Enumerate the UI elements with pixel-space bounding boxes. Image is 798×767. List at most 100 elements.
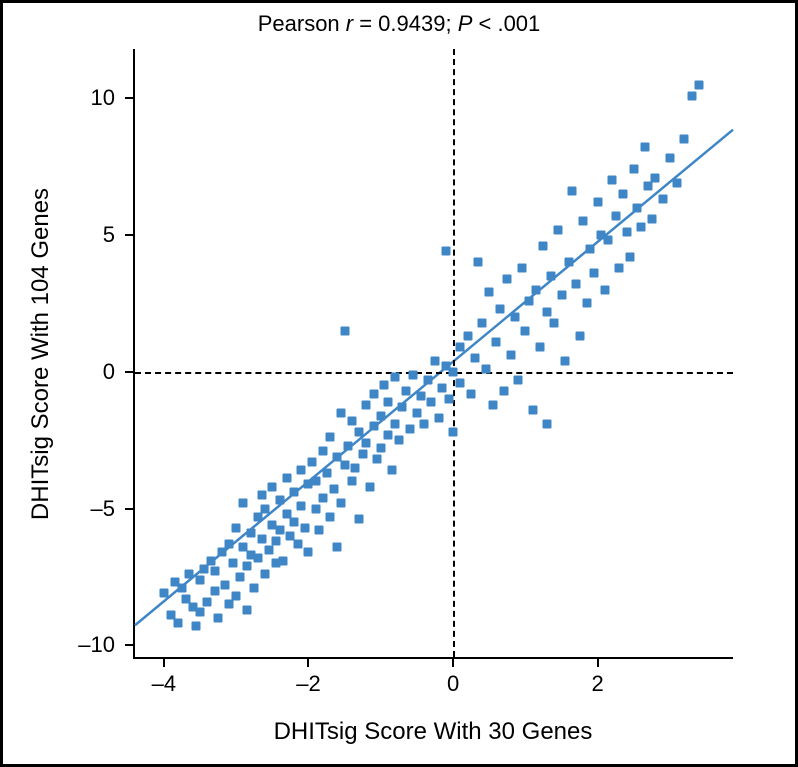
scatter-point [333, 542, 342, 551]
scatter-point [561, 356, 570, 365]
scatter-point [506, 351, 515, 360]
scatter-point [499, 386, 508, 395]
scatter-point [586, 244, 595, 253]
scatter-point [380, 381, 389, 390]
scatter-point [253, 553, 262, 562]
scatter-point [347, 477, 356, 486]
scatter-point [543, 307, 552, 316]
scatter-point [590, 269, 599, 278]
scatter-point [257, 534, 266, 543]
scatter-point [673, 179, 682, 188]
scatter-point [315, 526, 324, 535]
scatter-point [192, 622, 201, 631]
scatter-point [311, 477, 320, 486]
scatter-point [304, 548, 313, 557]
scatter-point [431, 356, 440, 365]
scatter-point [326, 512, 335, 521]
scatter-point [629, 165, 638, 174]
scatter-point [637, 222, 646, 231]
scatter-point [528, 406, 537, 415]
scatter-point [644, 181, 653, 190]
scatter-point [405, 425, 414, 434]
scatter-point [467, 389, 476, 398]
scatter-point [384, 430, 393, 439]
scatter-point [261, 570, 270, 579]
scatter-point [344, 441, 353, 450]
scatter-point [199, 564, 208, 573]
x-tick-label: –4 [152, 671, 176, 697]
scatter-point [391, 373, 400, 382]
scatter-point [409, 370, 418, 379]
x-tick-label: 2 [592, 671, 604, 697]
scatter-point [557, 291, 566, 300]
y-tick [125, 371, 135, 373]
scatter-point [232, 592, 241, 601]
scatter-point [337, 499, 346, 508]
scatter-point [524, 296, 533, 305]
zero-line-horizontal [135, 372, 733, 374]
scatter-point [427, 397, 436, 406]
scatter-point [412, 408, 421, 417]
scatter-point [514, 375, 523, 384]
scatter-point [564, 258, 573, 267]
scatter-point [261, 504, 270, 513]
scatter-point [318, 447, 327, 456]
scatter-point [445, 395, 454, 404]
scatter-point [373, 455, 382, 464]
scatter-point [355, 515, 364, 524]
scatter-point [553, 225, 562, 234]
y-tick [125, 644, 135, 646]
scatter-point [496, 304, 505, 313]
scatter-point [611, 211, 620, 220]
scatter-point [257, 490, 266, 499]
scatter-point [470, 354, 479, 363]
scatter-point [369, 422, 378, 431]
y-tick-label: 10 [91, 85, 115, 111]
scatter-point [398, 403, 407, 412]
scatter-point [539, 241, 548, 250]
scatter-point [402, 386, 411, 395]
scatter-point [550, 318, 559, 327]
x-tick [163, 657, 165, 667]
scatter-point [391, 419, 400, 428]
scatter-point [362, 438, 371, 447]
regression-line-svg [135, 49, 733, 657]
scatter-point [297, 466, 306, 475]
chart-frame: Pearson r = 0.9439; P < .001 –4–202–10–5… [0, 0, 798, 767]
scatter-point [474, 258, 483, 267]
scatter-point [647, 214, 656, 223]
scatter-point [481, 365, 490, 374]
scatter-point [210, 567, 219, 576]
scatter-point [337, 408, 346, 417]
y-axis-label: DHITsig Score With 104 Genes [27, 49, 55, 659]
chart-title: Pearson r = 0.9439; P < .001 [3, 11, 795, 37]
x-tick [597, 657, 599, 667]
scatter-point [177, 583, 186, 592]
scatter-point [300, 523, 309, 532]
plot-area-wrapper: –4–202–10–50510 [133, 49, 733, 659]
scatter-point [456, 378, 465, 387]
scatter-point [228, 559, 237, 568]
scatter-point [420, 419, 429, 428]
scatter-point [658, 195, 667, 204]
scatter-point [694, 80, 703, 89]
scatter-point [358, 449, 367, 458]
scatter-point [318, 493, 327, 502]
scatter-point [239, 499, 248, 508]
scatter-point [185, 570, 194, 579]
plot-area: –4–202–10–50510 [133, 49, 733, 659]
scatter-point [510, 313, 519, 322]
scatter-point [326, 433, 335, 442]
scatter-point [571, 280, 580, 289]
title-prefix: Pearson [258, 11, 346, 36]
scatter-point [665, 154, 674, 163]
scatter-point [441, 247, 450, 256]
y-tick [125, 97, 135, 99]
scatter-point [243, 605, 252, 614]
scatter-point [503, 274, 512, 283]
x-tick [307, 657, 309, 667]
scatter-point [488, 400, 497, 409]
scatter-point [376, 444, 385, 453]
scatter-point [221, 581, 230, 590]
scatter-point [600, 285, 609, 294]
